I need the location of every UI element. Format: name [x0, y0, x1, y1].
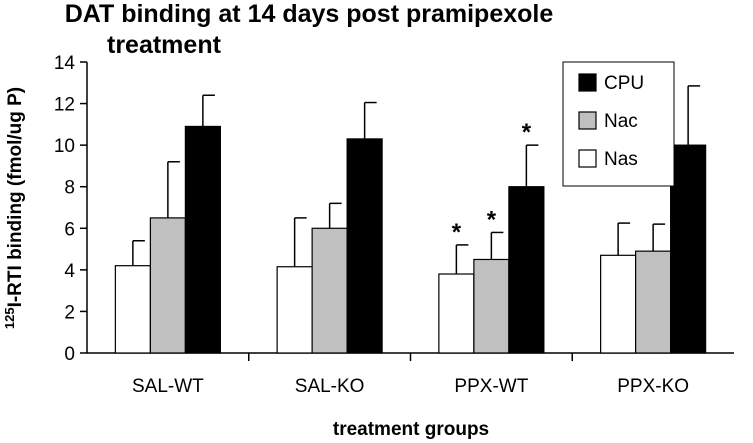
bar-nac [311, 227, 348, 354]
significance-star: * [487, 206, 497, 233]
bars: * * * [114, 85, 707, 354]
chart-title-line-1: DAT binding at 14 days post pramipexole [65, 0, 554, 28]
y-ticks: 0 2 4 6 8 10 12 14 [54, 53, 87, 365]
bar-nac [149, 217, 186, 354]
y-tick-label: 8 [64, 178, 75, 199]
y-axis-title-superscript: 125 [2, 307, 17, 329]
y-tick-label: 12 [54, 95, 75, 116]
y-tick-label: 0 [64, 344, 75, 365]
bar-cpu [508, 186, 545, 354]
chart-title-line-2: treatment [107, 31, 222, 59]
category-labels: SAL-WT SAL-KO PPX-WT PPX-KO [132, 353, 689, 397]
bar-nas [600, 254, 637, 354]
bar-nas [276, 266, 313, 354]
bar-nac [473, 258, 510, 354]
category-label: PPX-WT [454, 376, 528, 397]
bar-nas [438, 273, 475, 354]
bar-nas [114, 265, 151, 354]
category-label: SAL-WT [132, 376, 204, 397]
legend-swatch-cpu [578, 73, 597, 92]
bar-nac [635, 250, 672, 354]
legend-swatch-nas [578, 149, 597, 168]
y-axis-title-text: I-RTI binding (fmol/ug P) [5, 87, 26, 308]
y-axis-title: 125I-RTI binding (fmol/ug P) [2, 87, 27, 329]
y-tick-label: 14 [54, 53, 76, 74]
x-axis-title: treatment groups [333, 419, 489, 440]
y-tick-label: 6 [64, 219, 75, 240]
y-tick-label: 4 [64, 261, 75, 282]
category-label: PPX-KO [617, 376, 689, 397]
y-tick-label: 10 [54, 136, 75, 157]
bar-cpu [670, 144, 707, 354]
bar-cpu [184, 125, 221, 354]
y-tick-label: 2 [64, 302, 75, 323]
significance-star: * [452, 219, 462, 246]
legend-label-cpu: CPU [604, 73, 644, 94]
bar-cpu [346, 138, 383, 354]
legend-label-nas: Nas [604, 149, 638, 170]
legend-label-nac: Nac [604, 111, 638, 132]
legend: CPU Nac Nas [562, 61, 675, 187]
legend-swatch-nac [578, 111, 597, 130]
category-label: SAL-KO [295, 376, 365, 397]
significance-star: * [522, 119, 532, 146]
